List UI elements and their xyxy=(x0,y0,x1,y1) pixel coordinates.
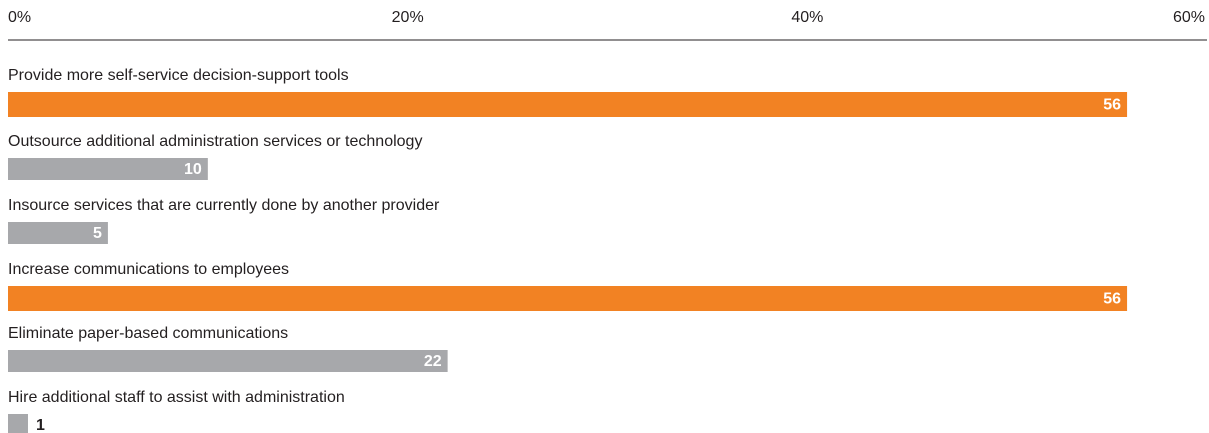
category-label: Provide more self-service decision-suppo… xyxy=(8,67,349,84)
bar xyxy=(8,350,448,372)
category-label: Outsource additional administration serv… xyxy=(8,133,422,150)
x-tick-label: 0% xyxy=(8,9,31,26)
category-label: Increase communications to employees xyxy=(8,261,289,278)
x-tick-label: 40% xyxy=(791,9,823,26)
x-tick-label: 60% xyxy=(1173,9,1205,26)
value-label: 56 xyxy=(1103,97,1121,114)
bar xyxy=(8,222,108,244)
x-tick-label: 20% xyxy=(392,9,424,26)
value-label: 10 xyxy=(184,161,202,178)
bar xyxy=(8,158,208,180)
bar xyxy=(8,414,28,433)
value-label: 5 xyxy=(93,225,102,242)
category-label: Insource services that are currently don… xyxy=(8,197,440,214)
value-label: 22 xyxy=(424,353,442,370)
category-label: Eliminate paper-based communications xyxy=(8,325,288,342)
value-label: 1 xyxy=(36,417,45,433)
bar xyxy=(8,286,1128,311)
value-label: 56 xyxy=(1103,291,1121,308)
bar xyxy=(8,92,1128,117)
category-label: Hire additional staff to assist with adm… xyxy=(8,389,345,406)
